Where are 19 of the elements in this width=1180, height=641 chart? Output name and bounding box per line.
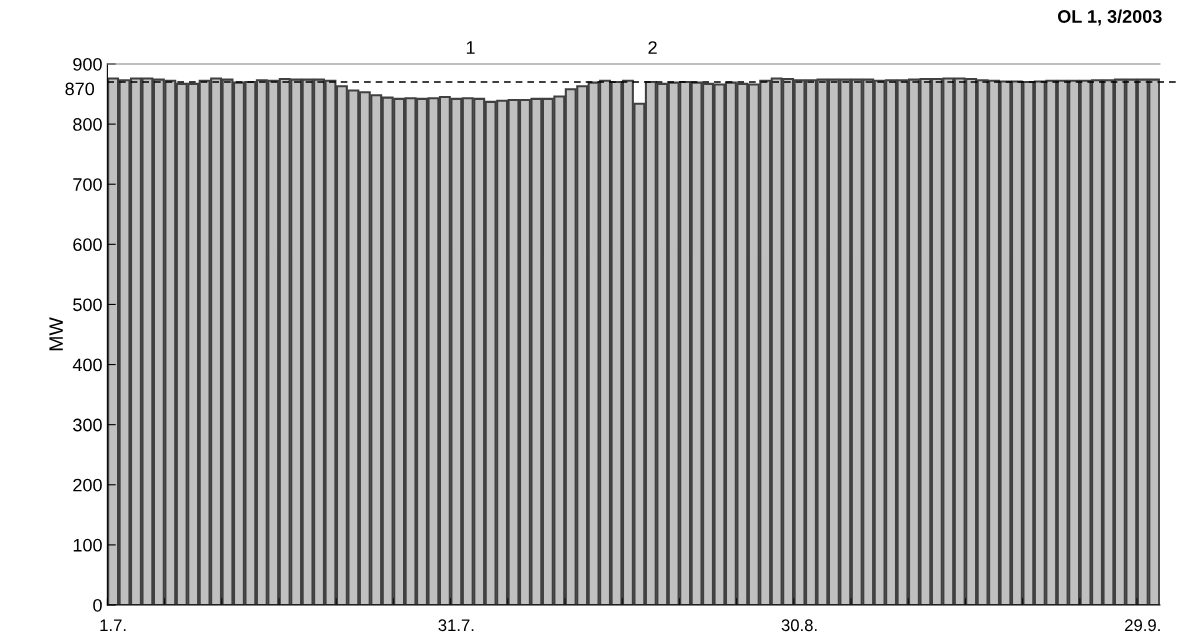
y-tick-label: 600 bbox=[73, 238, 102, 252]
x-tick-label: 30.8. bbox=[781, 619, 817, 632]
y-axis-title: MW bbox=[49, 317, 63, 351]
y-tick-label: 700 bbox=[73, 178, 102, 191]
y-tick-label: 800 bbox=[73, 118, 102, 131]
text: 1 bbox=[466, 41, 475, 54]
y-tick-label: 300 bbox=[73, 418, 102, 432]
ref-line-label: 870 bbox=[65, 82, 95, 96]
x-tick-label: 29.9. bbox=[1125, 619, 1160, 632]
y-tick-label: 400 bbox=[72, 358, 102, 372]
text: 2 bbox=[648, 41, 657, 54]
y-tick-label: 200 bbox=[73, 478, 102, 492]
y-tick-label: 100 bbox=[73, 538, 102, 552]
y-tick-label: 900 bbox=[73, 57, 102, 71]
x-tick-label: 31.7. bbox=[438, 619, 474, 632]
chart-title: OL 1, 3/2003 bbox=[1057, 9, 1162, 26]
x-tick-label: 1.7. bbox=[100, 619, 126, 631]
y-tick-label: 0 bbox=[93, 598, 102, 612]
y-tick-label: 500 bbox=[73, 298, 102, 312]
